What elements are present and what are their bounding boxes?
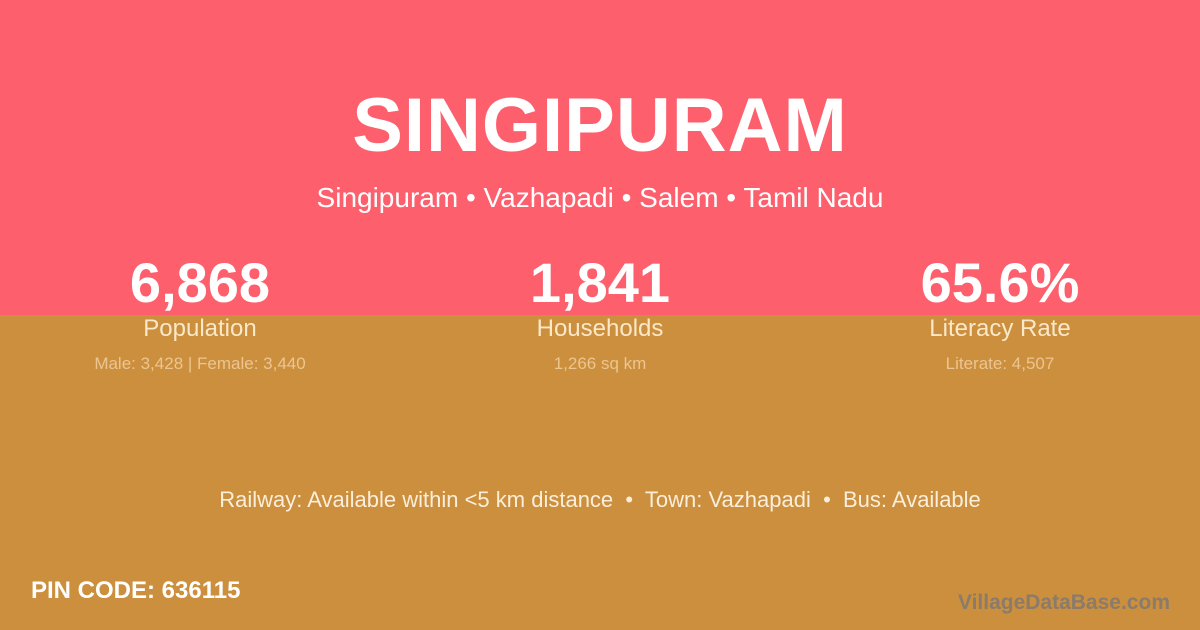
amenities-info: Railway: Available within <5 km distance… [219, 487, 981, 512]
stat-detail: 1,266 sq km [553, 354, 647, 373]
stat-value: 6,868 [129, 251, 271, 314]
stat-detail: Male: 3,428 | Female: 3,440 [94, 354, 306, 373]
stat-detail: Literate: 4,507 [945, 354, 1055, 373]
header-band [0, 0, 1200, 315]
stat-label: Households [536, 315, 664, 342]
stat-label: Literacy Rate [929, 315, 1071, 342]
pin-code: PIN CODE: 636115 [31, 577, 241, 604]
page-title: SINGIPURAM [352, 83, 848, 168]
stat-value: 1,841 [529, 251, 671, 314]
location-breadcrumb: Singipuram • Vazhapadi • Salem • Tamil N… [316, 182, 884, 213]
watermark: VillageDataBase.com [957, 591, 1170, 614]
stat-value: 65.6% [920, 251, 1080, 314]
stat-label: Population [143, 315, 257, 342]
